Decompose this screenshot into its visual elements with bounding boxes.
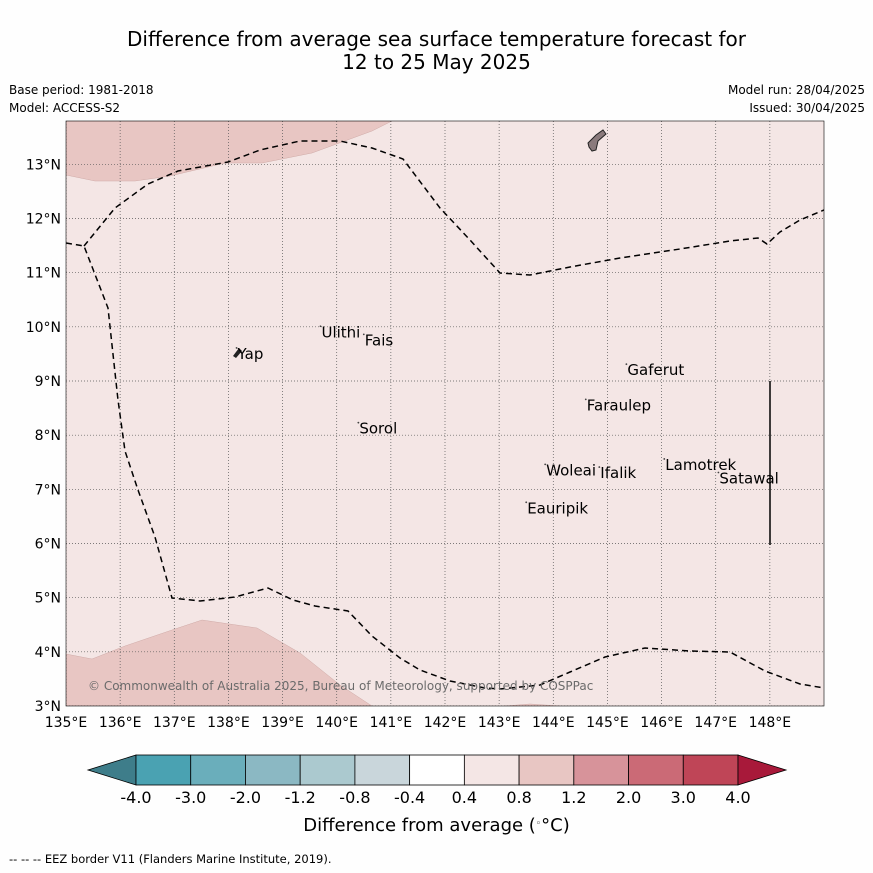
lat-tick-label: 12°N [26, 212, 61, 228]
colorbar-segment [682, 754, 739, 786]
island-label-fais: Fais [365, 331, 394, 349]
island-marker [357, 421, 360, 424]
island-label-gaferut: Gaferut [627, 361, 684, 379]
island-marker [625, 363, 628, 366]
issued-text: Issued: 30/04/2025 [749, 101, 865, 115]
colorbar-segment [190, 754, 246, 786]
lat-tick-label: 11°N [26, 266, 61, 282]
colorbar-tick-label: 0.8 [506, 788, 531, 807]
island-marker [584, 398, 587, 401]
lat-tick-label: 4°N [35, 645, 61, 661]
island-label-faraulep: Faraulep [587, 396, 651, 414]
colorbar-title-text: Difference from average ( [303, 815, 536, 836]
guam-island [587, 129, 607, 152]
warm-patch-south [66, 619, 373, 706]
island-marker [544, 463, 547, 466]
chart-title: Difference from average sea surface temp… [0, 28, 873, 74]
warm-patch-south-east [504, 703, 561, 706]
colorbar-tick-label: -2.0 [230, 788, 261, 807]
map-frame [65, 120, 825, 707]
island-label-ulithi: Ulithi [321, 323, 360, 341]
colorbar-segment [628, 754, 684, 786]
colorbar-tick-label: 3.0 [671, 788, 696, 807]
colorbar-segment [245, 754, 301, 786]
lat-tick-label: 5°N [35, 591, 61, 607]
lon-tick-label: 143°E [478, 715, 521, 731]
colorbar-tick-label: -4.0 [120, 788, 151, 807]
lon-tick-label: 139°E [261, 715, 304, 731]
colorbar-tick-label: 1.2 [561, 788, 586, 807]
island-label-sorol: Sorol [359, 420, 397, 438]
lon-tick-label: 137°E [153, 715, 196, 731]
island-label-yap: Yap [237, 345, 264, 363]
lon-tick-label: 142°E [424, 715, 467, 731]
island-label-eauripik: Eauripik [527, 499, 588, 517]
lon-tick-label: 136°E [99, 715, 142, 731]
colorbar-title: Difference from average (◦°C) [303, 815, 570, 836]
lon-tick-label: 141°E [370, 715, 413, 731]
lat-tick-label: 8°N [35, 428, 61, 444]
lon-tick-label: 144°E [532, 715, 575, 731]
lat-tick-label: 6°N [35, 537, 61, 553]
grid-lines [66, 121, 824, 706]
colorbar-segment [573, 754, 629, 786]
colorbar: -4.0 -3.0 -2.0 -1.2 -0.8 -0.4 0.4 0.8 1.2 2.0 3.0 4… [86, 754, 788, 807]
footer-legend: -- -- -- EEZ border V11 (Flanders Marine… [9, 852, 332, 866]
island-marker [235, 347, 238, 349]
lon-tick-label: 135°E [45, 715, 88, 731]
base-period-text: Base period: 1981-2018 [9, 83, 154, 97]
yap-island [233, 348, 242, 358]
colorbar-segment [135, 754, 192, 786]
colorbar-tick-label: -0.4 [394, 788, 425, 807]
lat-tick-label: 10°N [26, 320, 61, 336]
colorbar-tick-label: 4.0 [725, 788, 750, 807]
colorbar-segment [463, 754, 520, 786]
colorbar-tick-label: 2.0 [616, 788, 641, 807]
colorbar-segment [354, 754, 411, 786]
model-text: Model: ACCESS-S2 [9, 101, 121, 115]
lon-tick-label: 145°E [586, 715, 629, 731]
axis-ticks: 3°N 4°N 5°N 6°N 7°N 8°N 9°N 10°N 11°N 12°N 13°N 135… [26, 157, 791, 731]
copyright-text: © Commonwealth of Australia 2025, Bureau… [88, 679, 593, 693]
colorbar-title-unit: °C) [541, 815, 570, 836]
lon-tick-label: 146°E [640, 715, 683, 731]
island-labels: Yap Ulithi Fais Sorol Gaferut Faraulep Woleai I… [235, 323, 779, 517]
title-line-2: 12 to 25 May 2025 [342, 50, 531, 74]
lat-tick-label: 7°N [35, 482, 61, 498]
meta-left: Base period: 1981-2018 Model: ACCESS-S2 [9, 81, 154, 117]
lon-tick-label: 138°E [207, 715, 250, 731]
lat-tick-label: 9°N [35, 374, 61, 390]
colorbar-tick-label: -0.8 [339, 788, 370, 807]
island-marker [525, 501, 528, 504]
island-marker [319, 325, 322, 328]
island-marker [362, 333, 365, 336]
lat-tick-label: 3°N [35, 699, 61, 715]
island-marker [598, 466, 601, 468]
island-marker [717, 471, 720, 474]
lon-tick-label: 140°E [315, 715, 358, 731]
lon-tick-label: 148°E [749, 715, 792, 731]
colorbar-high-arrow [737, 754, 788, 786]
lon-tick-label: 147°E [694, 715, 737, 731]
island-label-ifalik: Ifalik [600, 464, 636, 482]
model-run-text: Model run: 28/04/2025 [727, 83, 865, 97]
colorbar-tick-label: 0.4 [452, 788, 477, 807]
island-label-woleai: Woleai [546, 461, 596, 479]
colorbar-low-arrow [86, 754, 137, 786]
colorbar-tick-label: -3.0 [175, 788, 206, 807]
colorbar-segment [409, 754, 465, 786]
colorbar-tick-label: -1.2 [285, 788, 316, 807]
eez-border-line [66, 140, 824, 690]
title-line-1: Difference from average sea surface temp… [126, 27, 746, 51]
island-label-satawal: Satawal [719, 470, 778, 488]
meta-right: Model run: 28/04/2025 Issued: 30/04/2025 [728, 81, 865, 117]
island-label-lamotrek: Lamotrek [665, 456, 736, 474]
colorbar-segment [299, 754, 356, 786]
colorbar-segment [518, 754, 575, 786]
lat-tick-label: 13°N [26, 157, 61, 173]
island-marker [663, 458, 666, 460]
